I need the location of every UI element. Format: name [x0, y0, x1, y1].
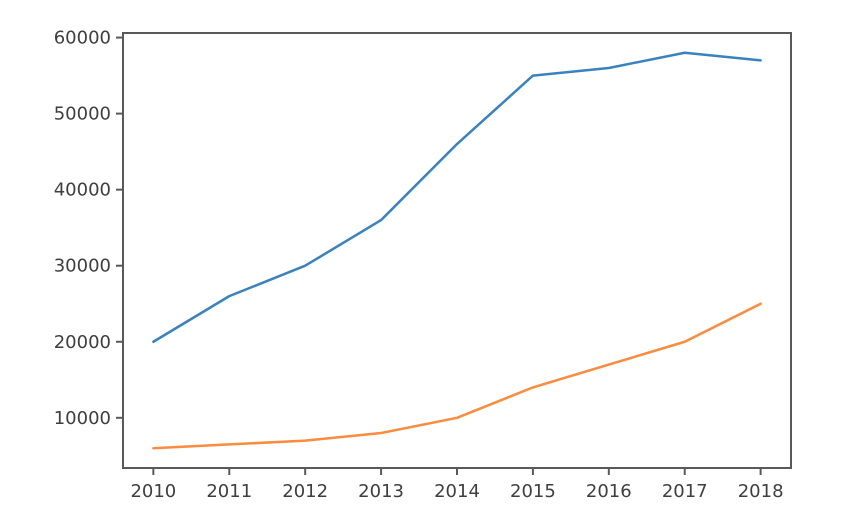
y-tick-label: 30000 [54, 256, 111, 277]
x-tick-label: 2013 [358, 481, 404, 502]
series-line-upper-blue-series [152, 51, 762, 344]
x-tick-label: 2018 [738, 481, 784, 502]
x-tick-label: 2014 [434, 481, 480, 502]
x-tick-label: 2016 [586, 481, 632, 502]
y-tick-label: 60000 [54, 28, 111, 49]
x-tick-label: 2011 [206, 481, 252, 502]
y-tick-label: 20000 [54, 332, 111, 353]
x-tick-label: 2010 [130, 481, 176, 502]
x-tick-label: 2015 [510, 481, 556, 502]
y-tick-label: 50000 [54, 104, 111, 125]
plot-border [122, 32, 792, 469]
y-tick-label: 10000 [54, 408, 111, 429]
series-line-lower-orange-series [152, 302, 762, 450]
x-tick-label: 2012 [282, 481, 328, 502]
y-tick-label: 40000 [54, 180, 111, 201]
x-tick-label: 2017 [662, 481, 708, 502]
